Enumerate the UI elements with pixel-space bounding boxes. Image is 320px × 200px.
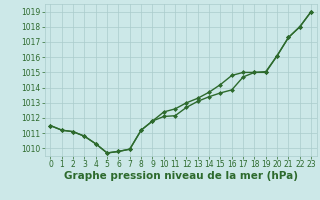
X-axis label: Graphe pression niveau de la mer (hPa): Graphe pression niveau de la mer (hPa): [64, 171, 298, 181]
